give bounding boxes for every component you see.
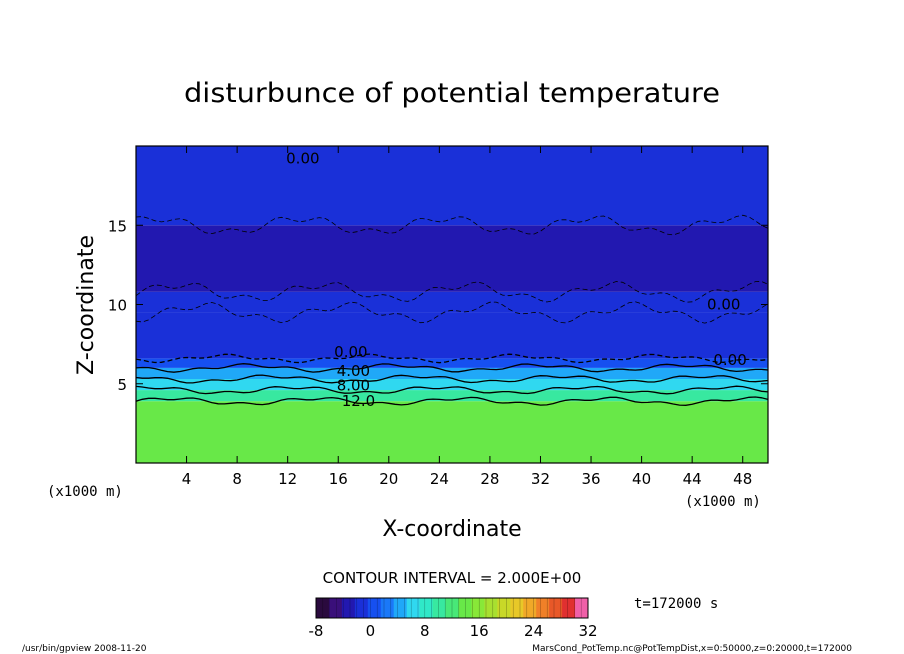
colorbar-swatch-15	[510, 598, 524, 618]
contour-line-2	[136, 374, 768, 384]
x-tick-label-1: 8	[232, 470, 242, 488]
colorbar-tick-label-4: 24	[524, 622, 543, 640]
contour-label-1: 0.00	[334, 343, 367, 361]
colorbar-swatch-12	[471, 598, 485, 618]
y-axis-ticks: 5 10 15	[108, 217, 768, 394]
colorbar-tick-label-1: 0	[366, 622, 376, 640]
colorbar-swatch-10	[445, 598, 459, 618]
colorbar-swatch-4	[367, 598, 382, 618]
contour-line-3	[136, 363, 768, 373]
x-tick-label-3: 16	[329, 470, 348, 488]
contour-line-0	[136, 396, 768, 406]
colorbar-tick-label-5: 32	[578, 622, 597, 640]
field-band-6	[136, 291, 768, 313]
contour-line-4	[136, 353, 768, 364]
chart-title: disturbunce of potential temperature	[184, 78, 720, 109]
colorbar-swatch-7	[406, 598, 421, 618]
x-tick-label-0: 4	[182, 470, 192, 488]
time-label: t=172000 s	[634, 596, 718, 612]
colorbar-swatch-16	[523, 598, 537, 618]
colorbar-swatch-6	[393, 598, 408, 618]
contour-label-4: 12.0	[342, 392, 375, 410]
x-tick-label-5: 24	[430, 470, 449, 488]
colorbar-swatch-1	[328, 598, 343, 618]
field-band-0	[136, 401, 768, 463]
colorbar-swatch-3	[354, 598, 369, 618]
colorbar-swatch-5	[380, 598, 395, 618]
x-unit-left: (x1000 m)	[47, 484, 123, 500]
y-axis-label: Z-coordinate	[74, 235, 99, 375]
colorbar-frame	[315, 597, 589, 619]
x-tick-label-10: 44	[683, 470, 702, 488]
contour-label-6: 0.00	[713, 351, 746, 369]
temperature-field	[136, 146, 768, 463]
contour-label-0: 0.00	[286, 150, 319, 168]
y-tick-label-1: 10	[108, 297, 127, 315]
contour-label-3: 8.00	[337, 376, 370, 394]
colorbar-swatch-13	[484, 598, 498, 618]
contour-line-7	[136, 214, 768, 236]
colorbar-ticks: -8 0 8 16 24 32	[309, 622, 598, 640]
contour-line-5	[136, 301, 768, 324]
field-band-7	[136, 225, 768, 292]
x-unit-right: (x1000 m)	[685, 494, 761, 510]
field-band-3	[136, 367, 768, 379]
x-axis-label: X-coordinate	[382, 517, 521, 542]
colorbar-swatch-8	[419, 598, 434, 618]
x-tick-label-11: 48	[733, 470, 752, 488]
y-tick-label-2: 15	[108, 217, 127, 235]
x-tick-label-6: 28	[480, 470, 499, 488]
x-tick-label-9: 40	[632, 470, 651, 488]
field-band-8	[136, 146, 768, 226]
colorbar-tick-label-2: 8	[420, 622, 430, 640]
field-band-4	[136, 358, 768, 368]
colorbar-swatch-19	[562, 598, 576, 618]
footer-right: MarsCond_PotTemp.nc@PotTempDist,x=0:5000…	[532, 644, 852, 654]
colorbar-swatch-11	[458, 598, 472, 618]
contour-label-5: 0.00	[707, 296, 740, 314]
x-tick-label-8: 36	[581, 470, 600, 488]
colorbar-tick-label-0: -8	[309, 622, 324, 640]
x-tick-label-2: 12	[278, 470, 297, 488]
colorbar-swatch-17	[536, 598, 550, 618]
field-band-2	[136, 378, 768, 391]
footer-left: /usr/bin/gpview 2008-11-20	[22, 644, 147, 654]
colorbar-tick-label-3: 16	[470, 622, 489, 640]
colorbar-swatch-9	[432, 598, 447, 618]
y-tick-label-0: 5	[117, 376, 127, 394]
contour-line-6	[136, 281, 768, 303]
colorbar-swatch-20	[575, 598, 589, 618]
x-axis-ticks: 4 8 12 16 20 24 28 32 36 40 44 48	[182, 146, 752, 488]
x-tick-label-7: 32	[531, 470, 550, 488]
field-band-1	[136, 390, 768, 402]
colorbar	[316, 598, 589, 618]
x-tick-label-4: 20	[379, 470, 398, 488]
field-band-5	[136, 312, 768, 359]
colorbar-swatch-18	[549, 598, 563, 618]
colorbar-swatch-14	[497, 598, 511, 618]
contour-label-2: 4.00	[337, 362, 370, 380]
contour-interval-label: CONTOUR INTERVAL = 2.000E+00	[323, 569, 582, 587]
colorbar-swatch-2	[341, 598, 356, 618]
contour-line-1	[136, 385, 768, 395]
contour-lines	[136, 214, 768, 406]
